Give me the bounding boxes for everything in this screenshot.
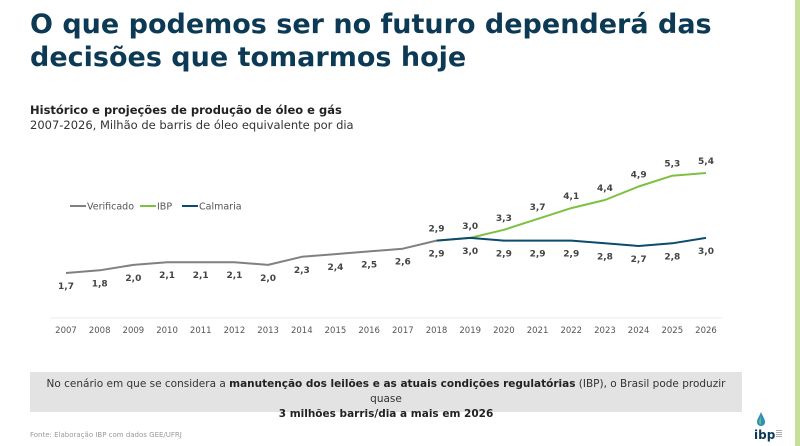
chart-legend: Verificado IBP Calmaria	[70, 202, 242, 213]
data-label-verificado: 2,4	[327, 263, 343, 273]
data-label-ibp: 3,3	[496, 214, 512, 224]
chart-title: Histórico e projeções de produção de óle…	[30, 103, 342, 117]
callout-note: No cenário em que se considera a manuten…	[30, 372, 742, 420]
x-tick-label: 2020	[493, 326, 515, 336]
accent-bar	[795, 0, 800, 446]
data-label-ibp: 4,9	[631, 171, 647, 181]
x-tick-label: 2011	[190, 326, 212, 336]
data-label-verificado: 2,1	[193, 271, 209, 281]
data-label-verificado: 2,5	[361, 260, 377, 270]
source-note: Fonte: Elaboração IBP com dados GEE/UFRJ	[30, 431, 182, 439]
page-title: O que podemos ser no futuro dependerá da…	[30, 9, 712, 73]
data-label-ibp: 2,9	[429, 225, 445, 235]
data-label-calmaria: 2,8	[664, 252, 680, 262]
legend-label-calmaria: Calmaria	[199, 202, 242, 213]
data-label-calmaria: 2,9	[496, 250, 512, 260]
x-tick-label: 2008	[89, 326, 111, 336]
series-line-verificado	[65, 239, 437, 274]
x-tick-label: 2014	[291, 326, 313, 336]
x-tick-label: 2009	[123, 326, 145, 336]
data-label-ibp: 5,3	[664, 160, 680, 170]
data-label-ibp: 4,1	[563, 192, 579, 202]
data-label-calmaria: 3,0	[462, 247, 478, 257]
data-label-verificado: 2,0	[125, 274, 141, 284]
data-label-calmaria: 2,8	[597, 252, 613, 262]
data-label-calmaria: 2,9	[530, 250, 546, 260]
x-tick-label: 2013	[257, 326, 279, 336]
note-highlight: 3 milhões barris/dia a mais em 2026	[278, 408, 494, 420]
legend-label-verificado: Verificado	[87, 202, 134, 213]
note-bold: manutenção dos leilões e as atuais condi…	[229, 378, 576, 390]
data-label-verificado: 2,0	[260, 274, 276, 284]
data-label-verificado: 1,7	[58, 282, 74, 292]
data-label-verificado: 2,1	[159, 271, 175, 281]
x-tick-label: 2025	[661, 326, 683, 336]
x-tick-label: 2010	[156, 326, 178, 336]
data-label-ibp: 3,7	[530, 203, 546, 213]
x-tick-label: 2007	[55, 326, 77, 336]
note-text: (IBP), o Brasil pode produzir quase	[370, 378, 726, 405]
x-tick-label: 2016	[358, 326, 380, 336]
data-label-ibp: 3,0	[462, 222, 478, 232]
x-tick-label: 2017	[392, 326, 414, 336]
data-label-calmaria: 2,9	[563, 250, 579, 260]
chart-subtitle: 2007-2026, Milhão de barris de óleo equi…	[30, 118, 354, 132]
data-label-verificado: 2,6	[395, 258, 411, 268]
data-label-calmaria: 3,0	[698, 247, 714, 257]
series-line-ibp	[436, 172, 707, 242]
x-tick-label: 2019	[459, 326, 481, 336]
x-tick-label: 2021	[527, 326, 549, 336]
x-tick-label: 2022	[560, 326, 582, 336]
x-tick-label: 2024	[628, 326, 650, 336]
oil-drop-icon: ibp	[754, 412, 782, 442]
note-text: No cenário em que se considera a	[46, 378, 230, 390]
logo-text: ibp	[754, 428, 776, 442]
legend-label-ibp: IBP	[157, 202, 172, 213]
x-tick-label: 2026	[695, 326, 717, 336]
x-tick-label: 2023	[594, 326, 616, 336]
x-tick-label: 2018	[426, 326, 448, 336]
data-label-verificado: 2,1	[226, 271, 242, 281]
data-label-ibp: 4,4	[597, 184, 613, 194]
data-label-calmaria: 2,7	[631, 255, 647, 265]
production-chart: Verificado IBP Calmaria 1,7 1,8 2,0 2,1 2,1 2,1…	[50, 157, 722, 336]
ibp-logo: ibp	[752, 410, 784, 442]
data-label-ibp: 5,4	[698, 157, 714, 167]
x-tick-label: 2015	[325, 326, 347, 336]
x-tick-label: 2012	[224, 326, 246, 336]
data-label-verificado: 2,3	[294, 266, 310, 276]
series-line-calmaria	[436, 236, 707, 247]
data-label-verificado: 1,8	[92, 279, 108, 289]
data-label-calmaria: 2,9	[429, 250, 445, 260]
